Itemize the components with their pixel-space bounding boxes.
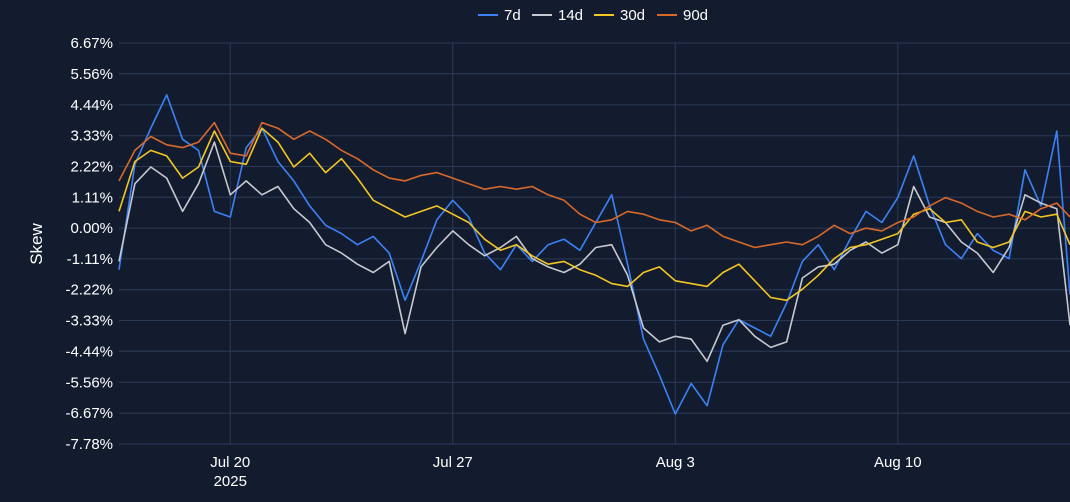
- series-layer: [118, 94, 1070, 415]
- y-tick-label: -5.56%: [65, 374, 113, 391]
- y-tick-label: 0.00%: [70, 220, 113, 237]
- grid-layer: [119, 42, 1070, 445]
- y-tick-label: 4.44%: [70, 97, 113, 114]
- y-tick-label: 5.56%: [70, 66, 113, 83]
- y-tick-label: 6.67%: [70, 35, 113, 52]
- y-tick-label: 2.22%: [70, 158, 113, 175]
- legend-label-30d[interactable]: 30d: [620, 7, 645, 24]
- y-tick-label: 3.33%: [70, 128, 113, 145]
- x-tick-label: Jul 20: [210, 454, 250, 471]
- y-tick-label: -1.11%: [67, 251, 113, 268]
- y-tick-label: -6.67%: [65, 405, 113, 422]
- x-tick-label: Jul 27: [433, 454, 473, 471]
- y-tick-label: -3.33%: [65, 313, 113, 330]
- legend: 7d 14d 30d 90d: [478, 7, 708, 24]
- y-tick-label: 1.11%: [72, 189, 113, 206]
- y-tick-label: -4.44%: [65, 343, 113, 360]
- y-tick-label: -7.78%: [65, 436, 113, 453]
- series-line-30d: [118, 127, 1070, 302]
- y-axis-title: Skew: [27, 222, 46, 264]
- legend-label-90d[interactable]: 90d: [683, 7, 708, 24]
- x-tick-label: Aug 3: [656, 454, 695, 471]
- series-line-14d: [118, 141, 1070, 363]
- series-line-90d: [118, 121, 1070, 249]
- y-axis-ticks: 6.67% 5.56% 4.44% 3.33% 2.22% 1.11% 0.00% -1.11…: [65, 35, 113, 453]
- legend-label-7d[interactable]: 7d: [504, 7, 521, 24]
- legend-label-14d[interactable]: 14d: [558, 7, 583, 24]
- x-tick-sublabel: 2025: [214, 473, 247, 490]
- x-tick-label: Aug 10: [874, 454, 922, 471]
- y-tick-label: -2.22%: [65, 282, 113, 299]
- series-line-7d: [118, 94, 1070, 415]
- x-axis-ticks: Jul 20 2025 Jul 27 Aug 3 Aug 10: [210, 454, 921, 490]
